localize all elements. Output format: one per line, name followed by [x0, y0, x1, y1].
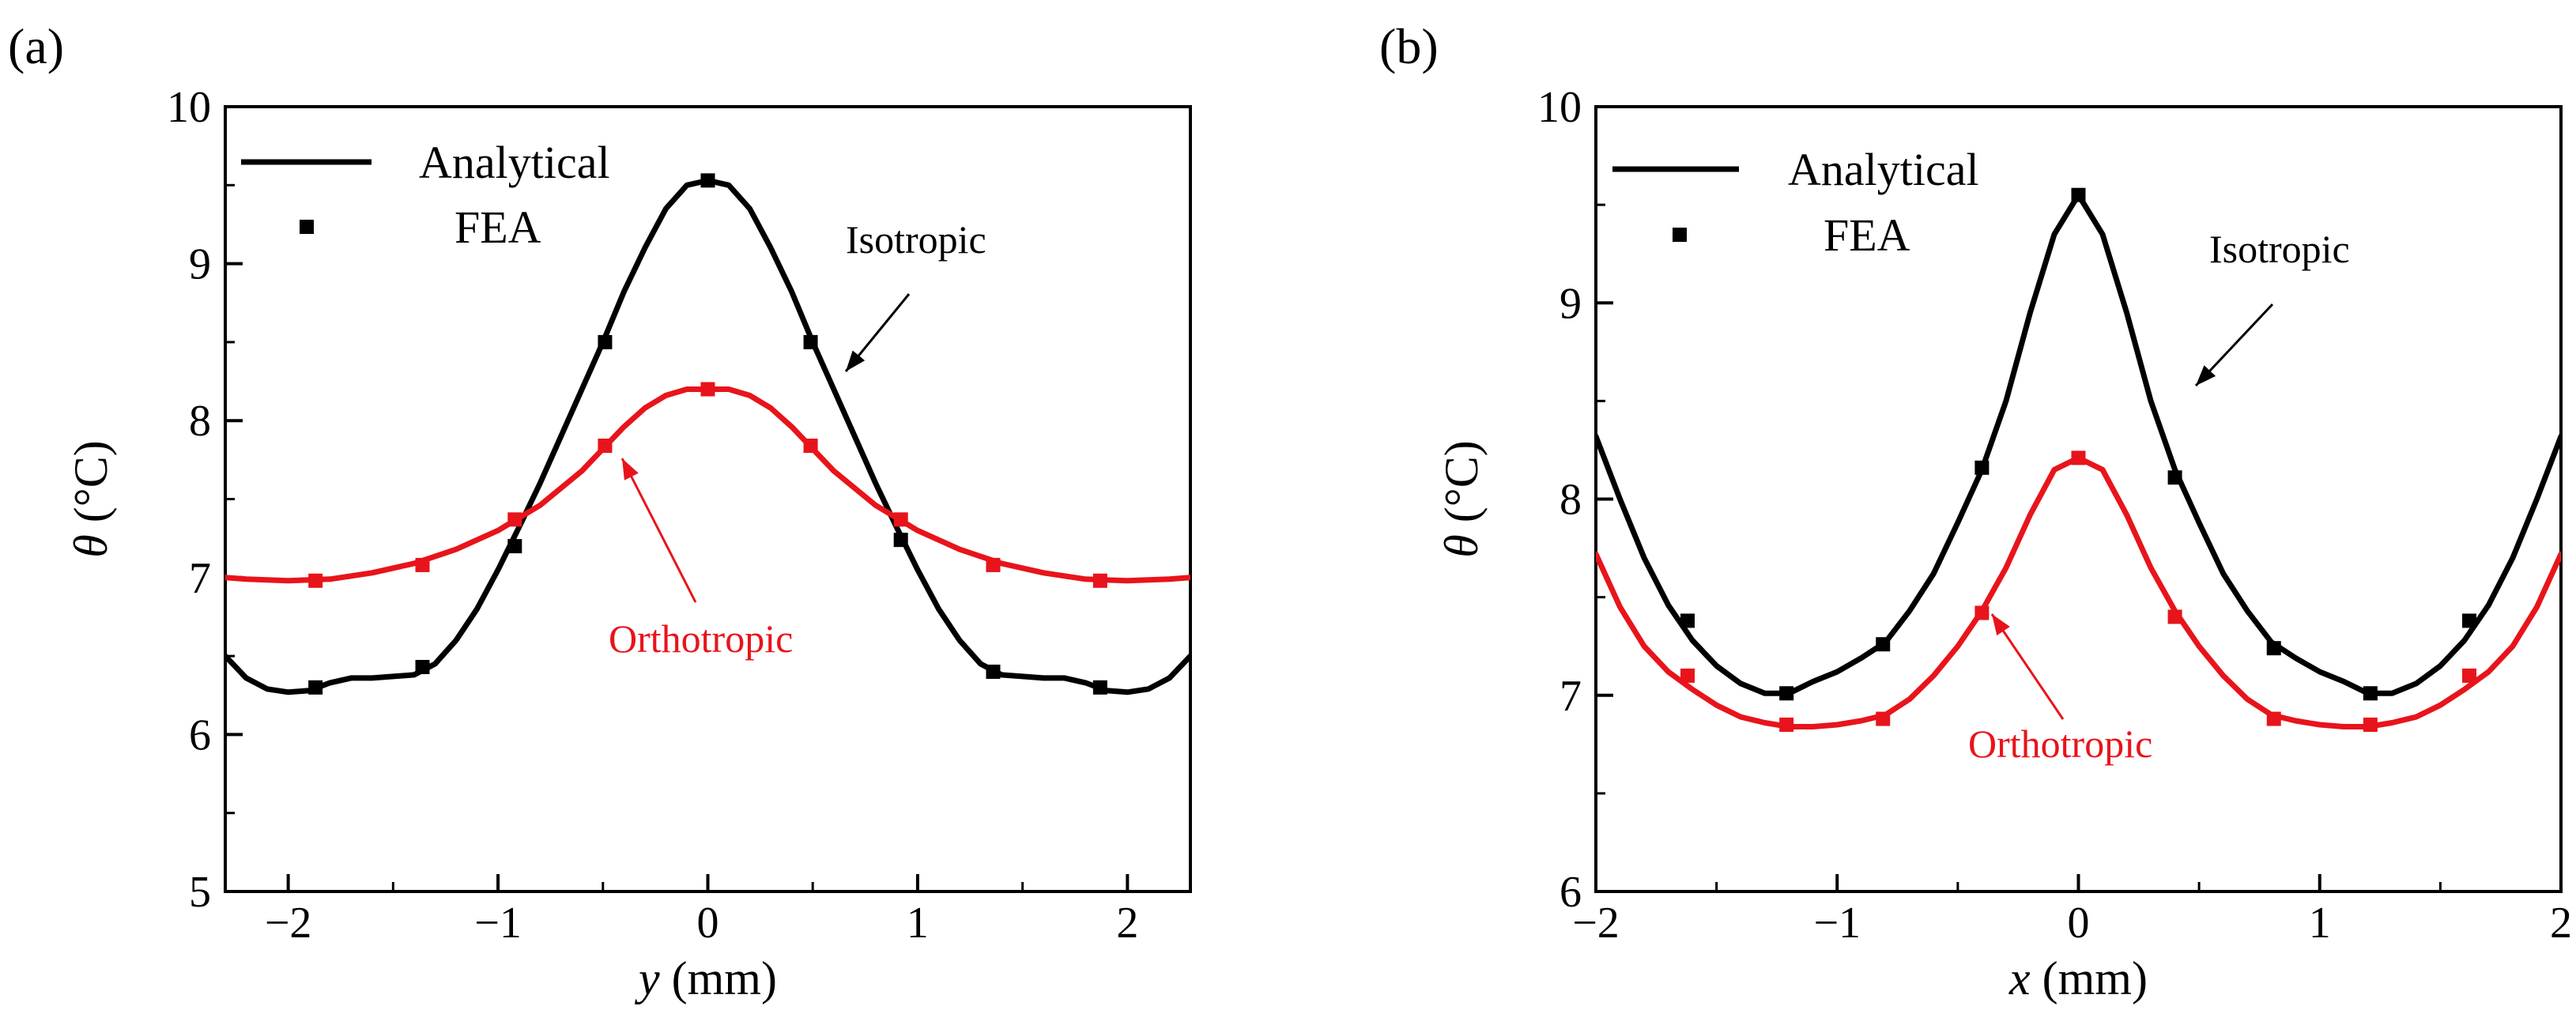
orthotropic-fea-marker: [700, 382, 715, 397]
orthotropic-fea-marker: [2266, 711, 2281, 726]
orthotropic-fea-marker: [2363, 717, 2378, 732]
orthotropic-fea-marker: [598, 438, 613, 453]
legend-label-analytical: Analytical: [419, 137, 610, 188]
y-tick-label: 10: [1537, 83, 1582, 132]
x-tick-label: −1: [474, 899, 522, 948]
y-tick-label: 8: [1560, 476, 1582, 525]
orthotropic-fea-marker: [986, 557, 1001, 572]
orthotropic-analytical-line: [225, 386, 1190, 584]
legend-label-analytical: Analytical: [1788, 144, 1979, 195]
legend-label-fea: FEA: [1824, 209, 1910, 261]
isotropic-analytical-line: [1596, 192, 2561, 696]
legend-label-fea: FEA: [454, 202, 541, 253]
isotropic-fea-marker: [2462, 613, 2477, 628]
x-axis-label: y (mm): [634, 952, 777, 1004]
isotropic-fea-marker: [2363, 686, 2378, 701]
isotropic-fea-marker: [2071, 187, 2086, 202]
isotropic-fea-marker: [2167, 470, 2182, 485]
isotropic-fea-marker: [598, 334, 613, 349]
annotation-isotropic: Isotropic: [2209, 227, 2350, 271]
x-axis-variable: x: [2008, 952, 2031, 1004]
annotation-isotropic-arrowhead: [2196, 365, 2216, 386]
plot-area: [1596, 187, 2561, 732]
y-axis-label: θ (°C): [65, 440, 117, 557]
y-axis-label: θ (°C): [1435, 440, 1488, 557]
panel-b: (b) −2 −1 0 1 2 6 7 8 9 10 x (mm) θ (°C) Analytical FE…: [1379, 18, 2572, 1004]
isotropic-fea-marker: [803, 334, 818, 349]
annotation-orthotropic-arrowhead: [1992, 614, 2010, 636]
isotropic-fea-marker: [986, 664, 1001, 679]
y-tick-label: 5: [189, 868, 211, 917]
y-tick-label: 10: [167, 83, 211, 132]
x-tick-label: 0: [2068, 899, 2090, 948]
x-axis-label: x (mm): [2008, 952, 2148, 1004]
isotropic-fea-marker: [1092, 680, 1107, 695]
isotropic-fea-marker: [415, 660, 430, 675]
x-axis-variable: y: [634, 952, 660, 1004]
annotation-orthotropic: Orthotropic: [609, 616, 793, 661]
annotation-orthotropic-arrow: [1990, 613, 2065, 720]
y-tick-label: 9: [189, 240, 211, 289]
legend: Analytical FEA: [1612, 144, 1979, 261]
isotropic-fea-marker: [1974, 460, 1990, 475]
x-tick-label: −1: [1813, 899, 1861, 948]
isotropic-fea-marker: [1876, 637, 1891, 652]
y-tick-label: 6: [189, 710, 211, 760]
y-tick-label: 6: [1560, 868, 1582, 917]
annotation-orthotropic-arrowhead: [622, 458, 639, 481]
legend: Analytical FEA: [241, 137, 610, 253]
orthotropic-fea-marker: [1092, 573, 1107, 588]
plot-frame: [224, 105, 1192, 893]
y-axis-variable: θ: [65, 534, 117, 557]
legend-marker-swatch: [1673, 228, 1687, 242]
x-tick-label: −2: [1572, 899, 1620, 948]
x-tick-label: 0: [697, 899, 719, 948]
orthotropic-fea-marker: [893, 512, 908, 527]
y-tick-label: 7: [189, 554, 211, 603]
isotropic-fea-marker: [700, 173, 715, 188]
legend-marker-swatch: [300, 220, 314, 234]
isotropic-fea-marker: [1779, 686, 1794, 701]
panel-label: (a): [8, 18, 64, 74]
y-axis-unit: (°C): [65, 440, 117, 534]
orthotropic-fea-marker: [1779, 717, 1794, 732]
orthotropic-fea-marker: [2462, 668, 2477, 683]
x-axis-unit: (mm): [2031, 952, 2148, 1004]
orthotropic-fea-marker: [2071, 450, 2086, 466]
annotation-orthotropic-arrow: [620, 458, 697, 603]
isotropic-fea-marker: [308, 680, 323, 695]
plot-area: [225, 173, 1190, 695]
x-tick-label: 2: [1116, 899, 1138, 948]
isotropic-fea-marker: [507, 539, 522, 554]
y-tick-label: 7: [1560, 672, 1582, 721]
isotropic-fea-marker: [1680, 613, 1695, 628]
x-tick-label: −2: [265, 899, 312, 948]
orthotropic-fea-marker: [507, 512, 522, 527]
x-axis-unit: (mm): [660, 952, 777, 1004]
plot-frame: [1594, 105, 2563, 893]
orthotropic-fea-marker: [1876, 711, 1891, 726]
y-axis-unit: (°C): [1435, 440, 1488, 534]
orthotropic-fea-marker: [2167, 609, 2182, 624]
orthotropic-fea-marker: [308, 573, 323, 588]
isotropic-analytical-line: [225, 177, 1190, 695]
x-tick-label: 2: [2550, 899, 2572, 948]
annotation-orthotropic: Orthotropic: [1968, 722, 2152, 766]
x-tick-label: 1: [907, 899, 929, 948]
annotation-isotropic: Isotropic: [846, 217, 986, 262]
orthotropic-fea-marker: [1974, 605, 1990, 620]
panel-a: (a) −2 −1 0 1 2 5 6 7 8 9 10 y (mm) θ (°C) Analytical F…: [8, 18, 1192, 1004]
annotation-isotropic-arrowhead: [846, 350, 866, 371]
y-tick-label: 8: [189, 397, 211, 446]
panel-label: (b): [1379, 18, 1439, 74]
orthotropic-fea-marker: [803, 438, 818, 453]
orthotropic-fea-marker: [415, 557, 430, 572]
x-tick-label: 1: [2309, 899, 2331, 948]
y-tick-label: 9: [1560, 279, 1582, 328]
isotropic-fea-marker: [2266, 641, 2281, 656]
y-axis-variable: θ: [1435, 534, 1488, 557]
orthotropic-fea-marker: [1680, 668, 1695, 683]
isotropic-fea-marker: [893, 533, 908, 548]
